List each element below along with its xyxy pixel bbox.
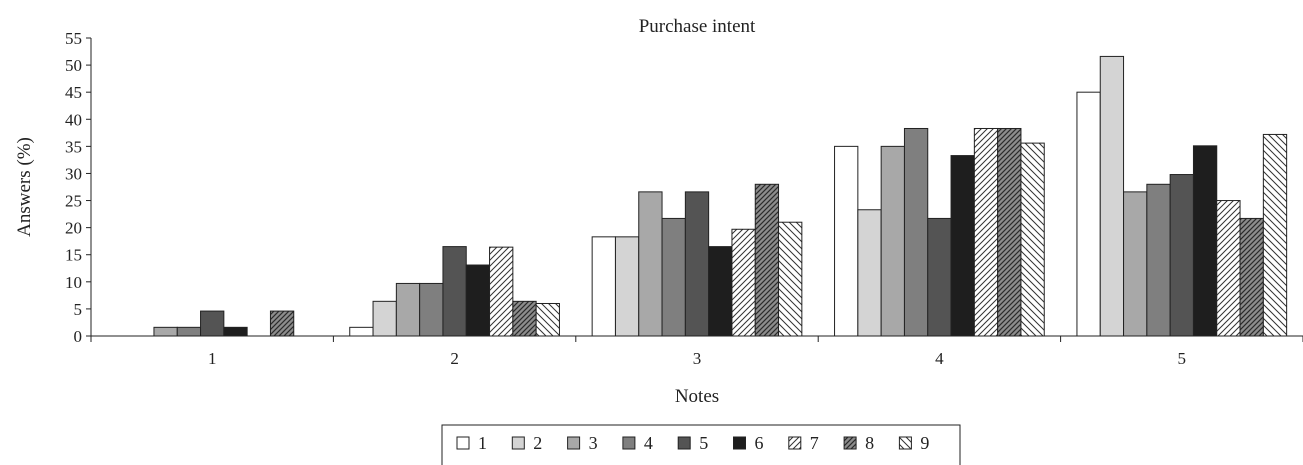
bar [684,191,710,337]
bar [200,310,225,337]
legend-label: 8 [865,433,874,453]
legend-label: 6 [755,433,764,453]
bar [754,183,780,337]
legend-swatch [456,436,470,450]
bar [1123,191,1148,337]
legend-label: 1 [478,433,487,453]
bar [1020,142,1045,337]
bar [512,300,537,337]
legend-swatch [511,436,525,450]
legend-frame [441,424,961,465]
y-tick-label: 15 [65,246,82,265]
bar [465,264,491,337]
bars [153,55,1288,337]
legend-swatch [567,436,581,450]
y-axis: 0 5 10 15 20 25 30 35 40 45 50 55 [65,29,92,346]
y-tick-label: 0 [74,327,83,346]
legend-label: 2 [533,433,542,453]
legend-label: 7 [810,433,819,453]
bar [857,209,882,337]
y-tick-label: 30 [65,164,82,183]
x-axis-title: Notes [675,386,719,407]
x-tick-label: 3 [693,349,702,368]
bar [591,236,616,337]
bar [176,326,202,337]
legend-swatch [788,436,802,450]
bar [372,300,397,337]
legend-swatch [898,436,912,450]
y-tick-label: 20 [65,219,82,238]
bar [997,127,1022,337]
bar [1099,55,1125,337]
y-tick-label: 45 [65,83,82,102]
y-axis-title: Answers (%) [14,137,35,237]
y-tick-label: 25 [65,192,82,211]
bar [614,236,640,337]
chart-title: Purchase intent [639,16,756,37]
x-axis: 1 2 3 4 5 [90,335,1303,368]
bar [1076,91,1101,337]
bar [1262,133,1288,337]
legend-label: 5 [699,433,708,453]
legend-label: 4 [644,433,653,453]
bar [903,127,929,337]
bar [731,228,756,337]
bar [834,145,859,337]
x-tick-label: 4 [935,349,944,368]
bar [973,127,999,337]
legend-label: 3 [589,433,598,453]
bar [419,282,444,337]
y-tick-label: 35 [65,137,82,156]
bar [489,246,514,337]
bar [778,221,803,337]
x-tick-label: 5 [1178,349,1187,368]
bar [1239,217,1264,337]
bar [950,155,975,337]
bar [349,326,374,337]
bar [153,326,178,337]
legend-swatch [677,436,691,450]
bar [535,302,560,337]
bar [269,310,295,337]
bar [1146,183,1171,337]
bar [395,282,421,337]
bar [638,191,663,337]
x-tick-label: 1 [208,349,217,368]
bar [880,145,905,337]
bar [1192,145,1218,337]
bar [927,217,952,337]
bar [708,246,733,337]
bar [661,217,686,337]
legend-swatch [733,436,746,450]
legend-swatch [843,436,857,450]
bar [223,326,248,337]
y-tick-label: 40 [65,110,82,129]
legend: 1 2 3 4 5 6 7 8 9 [441,424,961,465]
y-tick-label: 10 [65,273,82,292]
bar [1216,200,1241,337]
legend-swatch [622,436,636,450]
y-tick-label: 5 [74,300,83,319]
legend-label: 9 [920,433,929,453]
x-tick-label: 2 [450,349,459,368]
bar [442,246,467,337]
y-tick-label: 50 [65,56,82,75]
y-tick-label: 55 [65,29,82,48]
bar [1169,174,1194,337]
